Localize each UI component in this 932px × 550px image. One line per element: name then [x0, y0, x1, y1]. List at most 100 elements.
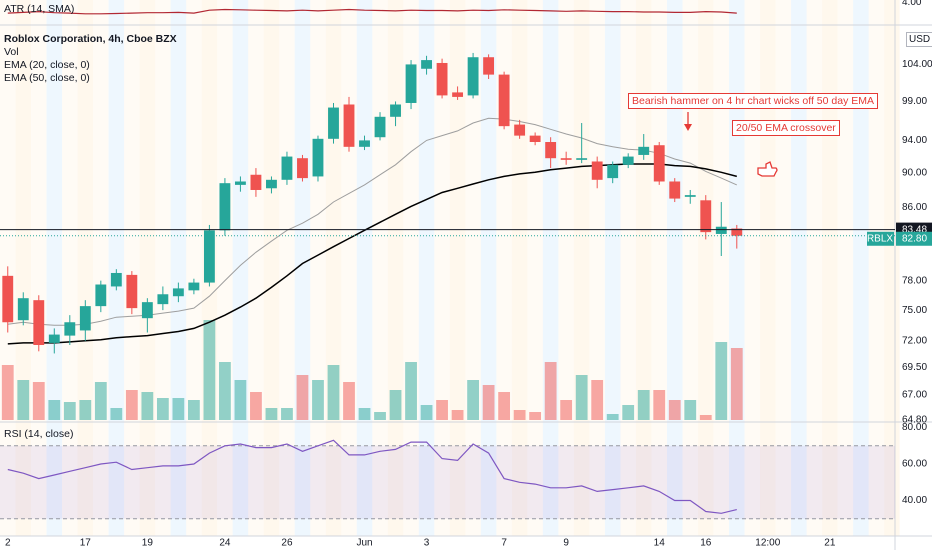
y-tick-label: 104.00: [902, 59, 932, 70]
indicator-line: [7, 8, 737, 15]
candle-body: [33, 300, 45, 345]
x-tick-label: 24: [219, 538, 231, 549]
candle-body: [281, 156, 293, 180]
volume-bar: [203, 320, 216, 420]
session-stripe: [356, 0, 373, 536]
volume-bar: [343, 382, 355, 420]
candle-body: [172, 288, 184, 297]
x-tick-label: 16: [700, 538, 712, 549]
indicator-line: [7, 439, 737, 514]
volume-bar: [684, 400, 697, 420]
candle-body: [700, 200, 712, 233]
volume-bar: [79, 400, 92, 420]
symbol-tag: [867, 231, 894, 246]
candle-body: [188, 282, 200, 291]
y-tick-label: 64.80: [902, 415, 927, 426]
candle-body: [250, 174, 262, 190]
volume-bar: [591, 380, 604, 420]
volume-bar: [94, 382, 107, 420]
candle-body: [467, 57, 479, 96]
volume-bar: [544, 362, 557, 420]
y-tick-label: 75.00: [902, 305, 927, 316]
volume-bar: [606, 414, 619, 420]
session-stripe: [853, 0, 869, 536]
volume-bar: [358, 408, 371, 420]
x-tick-label: 17: [80, 538, 92, 549]
candle-body: [2, 275, 14, 323]
candle-body: [79, 306, 91, 331]
volume-bar: [405, 362, 417, 420]
ema20-legend: EMA (20, close, 0): [4, 59, 90, 71]
candle-body: [436, 62, 448, 96]
session-stripe: [698, 0, 714, 536]
session-stripe: [263, 0, 280, 536]
volume-bar: [63, 402, 76, 420]
y-tick-label: 78.00: [902, 275, 927, 286]
currency-label: USD: [906, 32, 932, 47]
annotation: 20/50 EMA crossover: [732, 120, 840, 136]
session-stripe: [604, 0, 621, 536]
volume-bar: [622, 405, 635, 420]
candle-body: [622, 156, 634, 165]
volume-bar: [48, 400, 61, 420]
ema-line: [7, 163, 737, 345]
volume-bar: [730, 348, 743, 420]
candle-body: [64, 322, 76, 336]
volume-bar: [125, 390, 138, 420]
volume-bar: [1, 365, 14, 420]
ema-line: [7, 117, 738, 326]
y-tick-label: 99.00: [902, 96, 927, 107]
candle-body: [219, 183, 231, 231]
candle-body: [576, 158, 588, 160]
y-tick-label: 94.00: [902, 135, 927, 146]
last-price-tag: [896, 231, 932, 246]
candle-body: [234, 181, 246, 185]
candle-body: [297, 158, 308, 179]
candle-body: [653, 145, 665, 182]
x-tick-label: 3: [424, 538, 430, 549]
volume-bar: [219, 362, 231, 420]
candle-body: [684, 195, 696, 197]
y-tick-label: 40.00: [902, 495, 927, 506]
volume-bar: [250, 392, 262, 420]
candle-body: [514, 124, 526, 136]
y-tick-label: 90.00: [902, 168, 927, 179]
candle-body: [48, 334, 60, 343]
last-price-label: 82.80: [902, 233, 927, 244]
session-stripe: [449, 0, 466, 536]
volume-bar: [312, 380, 324, 420]
candle-body: [607, 164, 619, 179]
y-tick-label: 60.00: [902, 459, 927, 470]
y-tick-label: 86.00: [902, 202, 927, 213]
y-tick-label: 4.00: [902, 0, 922, 8]
session-stripe: [279, 0, 295, 536]
volume-bar: [513, 410, 526, 420]
candle-body: [591, 161, 603, 180]
candle-body: [498, 74, 510, 127]
session-stripe: [868, 0, 885, 536]
volume-bar: [172, 398, 185, 420]
x-tick-label: Jun: [356, 538, 372, 549]
candle-body: [374, 116, 386, 138]
atr-title: ATR (14, SMA): [4, 3, 75, 15]
candle-body: [545, 142, 557, 159]
volume-bar: [451, 410, 464, 420]
candle-body: [203, 230, 215, 283]
candle-body: [421, 60, 432, 69]
candle-body: [483, 57, 495, 75]
candle-body: [529, 135, 541, 143]
x-tick-label: 26: [281, 538, 293, 549]
volume-bar: [32, 382, 45, 420]
volume-bar: [560, 400, 573, 420]
candle-body: [390, 104, 401, 117]
candle-body: [452, 92, 464, 97]
volume-bar: [17, 380, 30, 420]
volume-bar: [296, 375, 309, 420]
volume-bar: [699, 415, 712, 420]
volume-bar: [110, 408, 123, 420]
volume-bar: [436, 400, 448, 420]
candle-body: [157, 294, 169, 305]
candle-body: [359, 140, 370, 147]
